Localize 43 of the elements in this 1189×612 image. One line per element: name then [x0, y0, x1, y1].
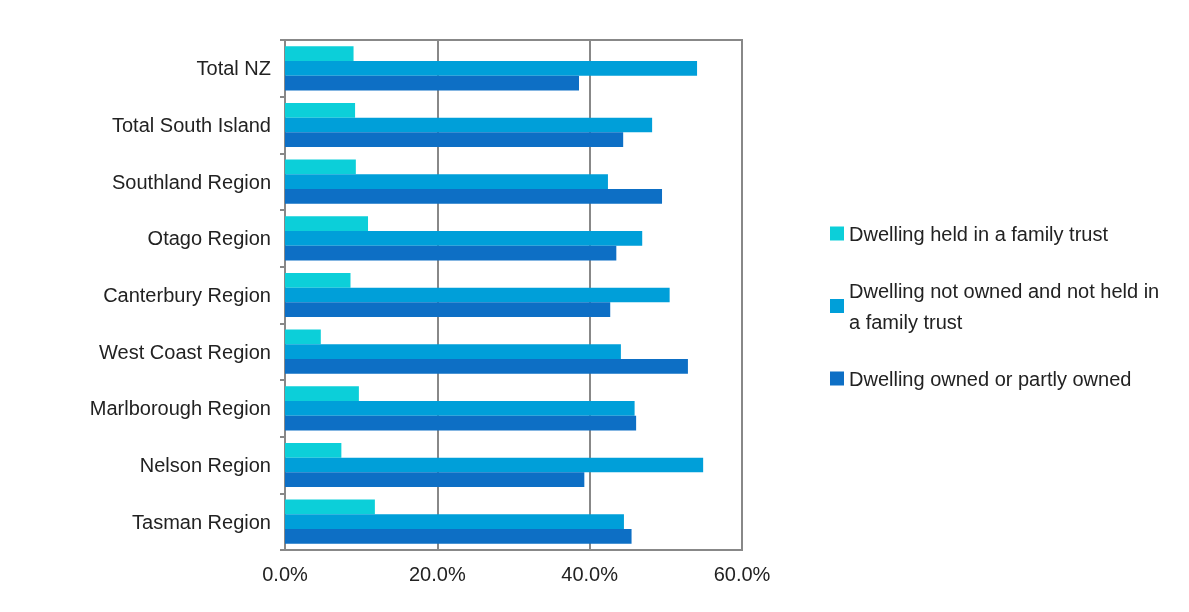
bar — [285, 386, 359, 401]
bar — [285, 529, 632, 544]
y-tick-label: Total South Island — [112, 114, 271, 136]
bar — [285, 272, 351, 288]
y-tick-label: Marlborough Region — [89, 397, 271, 420]
bar — [285, 75, 579, 91]
bar — [285, 117, 653, 133]
bar — [285, 46, 354, 61]
x-tick-label: 40.0% — [561, 563, 619, 585]
bar — [285, 359, 688, 374]
y-tick-label: Nelson Region — [139, 454, 271, 476]
bar — [285, 457, 704, 473]
bar — [285, 514, 624, 530]
y-tick-label: Southland Region — [111, 170, 271, 193]
x-tick-label: 0.0% — [262, 563, 309, 585]
legend-label: Dwelling owned or partly owned — [849, 367, 1132, 390]
bar — [285, 415, 637, 431]
bar — [285, 344, 621, 360]
y-tick-label: Tasman Region — [132, 510, 271, 533]
bar — [285, 329, 321, 345]
bar — [285, 216, 369, 231]
bar — [285, 245, 617, 261]
x-tick-label: 20.0% — [408, 563, 466, 585]
y-tick-label: Total NZ — [196, 57, 271, 80]
bar — [285, 302, 611, 318]
y-tick-label: Canterbury Region — [103, 284, 271, 306]
bar — [285, 287, 670, 303]
bar — [285, 174, 608, 190]
legend-label: Dwelling not owned and not held in a family trust — [849, 279, 1165, 333]
bar — [285, 442, 342, 458]
y-tick-label: Otago Region — [147, 227, 271, 250]
y-tick-label: West Coast Region — [99, 340, 271, 363]
bar — [285, 400, 635, 416]
bar — [285, 230, 643, 246]
x-tick-label: 60.0% — [713, 563, 771, 585]
bar — [285, 189, 663, 204]
bar — [285, 499, 375, 515]
bar — [285, 60, 698, 76]
bar — [285, 472, 585, 488]
bar — [285, 102, 356, 118]
legend-label: Dwelling held in a family trust — [849, 222, 1109, 245]
bar — [285, 132, 624, 148]
bar — [285, 159, 356, 175]
